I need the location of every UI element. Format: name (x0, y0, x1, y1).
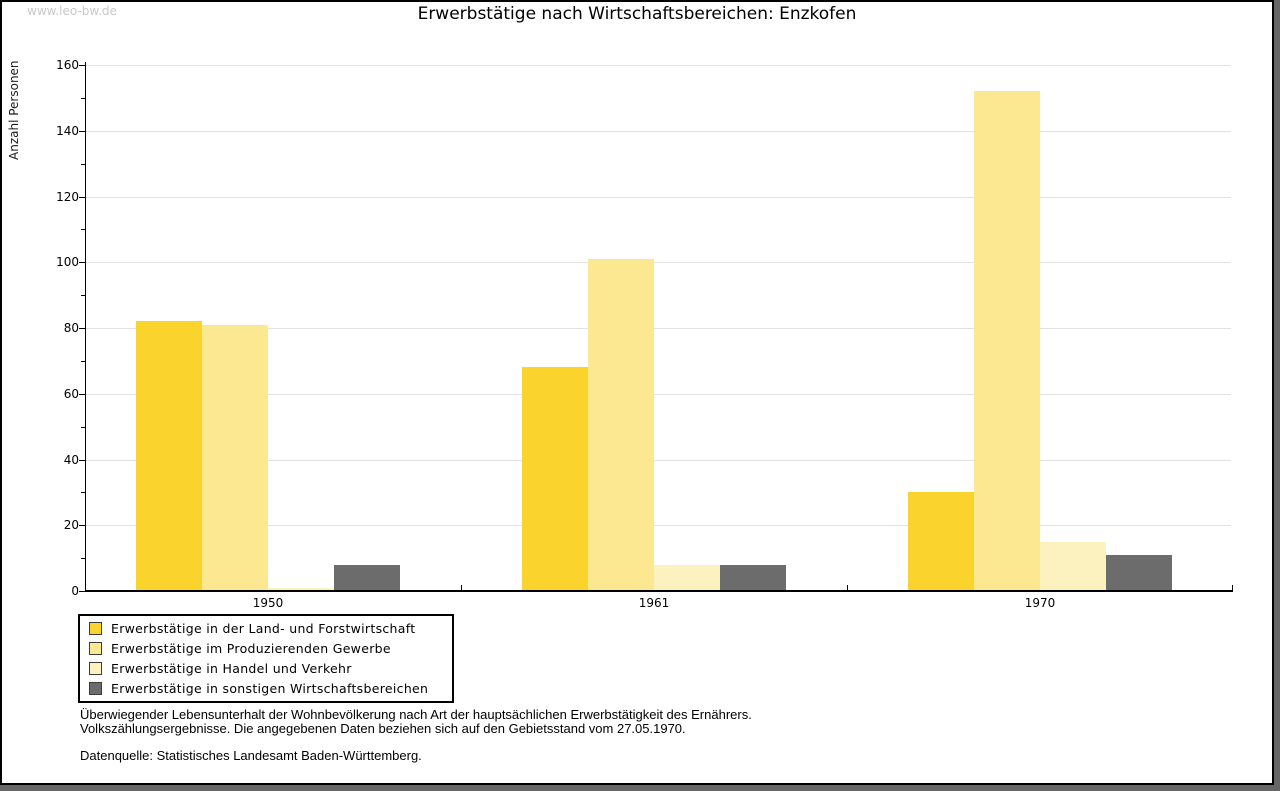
y-minor-tick (81, 97, 85, 99)
footnote-line-1: Überwiegender Lebensunterhalt der Wohnbe… (80, 707, 752, 722)
y-tick-label: 20 (63, 518, 79, 533)
y-tick-label: 80 (63, 321, 79, 335)
legend-label: Erwerbstätige in sonstigen Wirtschaftsbe… (111, 680, 429, 696)
gridline (85, 130, 1231, 132)
y-minor-tick (81, 360, 85, 362)
gridline (85, 196, 1231, 198)
bar (136, 321, 202, 591)
bar (1040, 541, 1106, 591)
y-major-tick (79, 262, 85, 264)
x-tick-label: 1970 (1024, 596, 1056, 610)
gridline (85, 65, 1231, 66)
footnotes: Überwiegender Lebensunterhalt der Wohnbe… (80, 708, 752, 763)
x-axis-line (85, 590, 1233, 592)
bar (268, 587, 334, 591)
bar (1106, 554, 1172, 591)
x-tick-label: 1950 (252, 596, 284, 610)
bar (202, 324, 268, 591)
bar (588, 258, 654, 591)
y-axis-title: Anzahl Personen (7, 60, 21, 160)
y-tick-label: 60 (63, 386, 79, 401)
y-minor-tick (81, 163, 85, 165)
legend-item: Erwerbstätige im Produzierenden Gewerbe (89, 638, 452, 658)
legend-swatch (89, 621, 102, 635)
legend-label: Erwerbstätige im Produzierenden Gewerbe (111, 640, 391, 656)
legend-item: Erwerbstätige in der Land- und Forstwirt… (89, 618, 452, 638)
y-tick-label: 0 (71, 584, 79, 598)
gridline (85, 393, 1231, 395)
y-major-tick (79, 393, 85, 395)
y-major-tick (79, 196, 85, 198)
y-major-tick (79, 328, 85, 329)
gridline (85, 459, 1231, 461)
y-tick-label: 40 (63, 452, 79, 467)
legend-swatch (89, 681, 102, 695)
y-minor-tick (81, 492, 85, 494)
chart-title: Erwerbstätige nach Wirtschaftsbereichen:… (417, 4, 857, 24)
legend: Erwerbstätige in der Land- und Forstwirt… (78, 614, 454, 703)
y-major-tick (79, 130, 85, 132)
footnote-source: Datenquelle: Statistisches Landesamt Bad… (80, 748, 422, 763)
bar (974, 91, 1040, 591)
bar (334, 564, 400, 591)
y-minor-tick (81, 295, 85, 297)
y-tick-label: 140 (56, 123, 79, 138)
y-tick-label: 120 (56, 189, 79, 204)
legend-label: Erwerbstätige in der Land- und Forstwirt… (111, 620, 416, 636)
gridline (85, 328, 1231, 329)
y-major-tick (79, 525, 85, 527)
x-boundary-tick (1232, 585, 1233, 591)
legend-item: Erwerbstätige in sonstigen Wirtschaftsbe… (89, 678, 452, 698)
legend-swatch (89, 661, 102, 675)
legend-label: Erwerbstätige in Handel und Verkehr (111, 660, 352, 676)
y-major-tick (79, 65, 85, 66)
y-major-tick (79, 459, 85, 461)
y-major-tick (79, 591, 85, 592)
legend-swatch (89, 641, 102, 655)
x-boundary-tick (461, 585, 462, 591)
y-tick-label: 100 (56, 255, 79, 270)
y-tick-label: 160 (56, 58, 79, 72)
x-boundary-tick (847, 585, 848, 591)
bar (522, 367, 588, 591)
y-minor-tick (81, 558, 85, 560)
gridline (85, 525, 1231, 527)
bar (654, 564, 720, 591)
gridline (85, 262, 1231, 264)
y-minor-tick (81, 229, 85, 231)
y-minor-tick (81, 426, 85, 428)
watermark-text: www.leo-bw.de (27, 4, 117, 18)
x-tick-label: 1961 (638, 596, 670, 610)
footnote-line-2: Volkszählungsergebnisse. Die angegebenen… (80, 721, 686, 736)
y-axis-line (85, 62, 86, 591)
bar (908, 492, 974, 591)
legend-item: Erwerbstätige in Handel und Verkehr (89, 658, 452, 678)
bar (720, 564, 786, 591)
